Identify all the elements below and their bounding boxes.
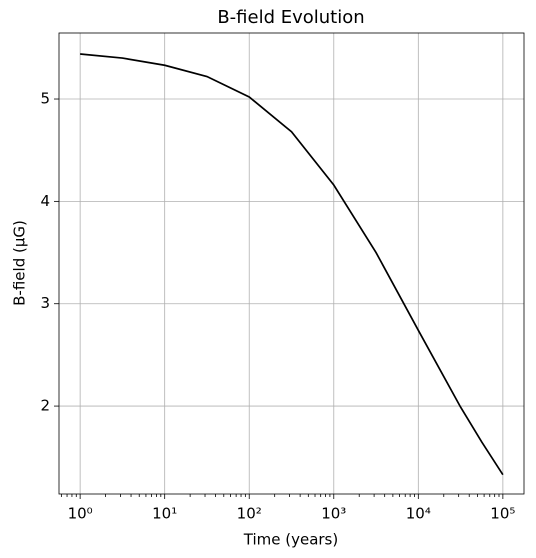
x-tick-label: 10⁰ — [68, 505, 93, 523]
y-axis-label: B-field (μG) — [11, 220, 29, 306]
x-tick-label: 10¹ — [152, 505, 177, 523]
x-tick-label: 10³ — [321, 505, 346, 523]
y-tick-label: 2 — [40, 397, 50, 415]
y-tick-label: 4 — [40, 192, 50, 210]
x-tick-label: 10⁴ — [406, 505, 431, 523]
x-tick-label: 10² — [237, 505, 262, 523]
x-tick-label: 10⁵ — [490, 505, 515, 523]
chart-title: B-field Evolution — [217, 7, 364, 28]
x-axis-label: Time (years) — [243, 531, 338, 549]
line — [80, 53, 504, 476]
y-tick-label: 3 — [40, 294, 50, 312]
plot-frame — [58, 32, 525, 495]
y-tick-label: 5 — [40, 90, 50, 108]
